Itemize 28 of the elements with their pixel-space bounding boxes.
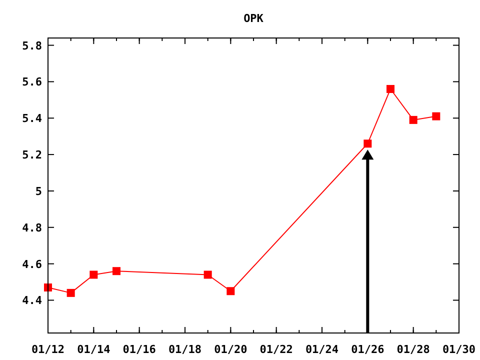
y-tick-label: 5: [35, 184, 42, 198]
point: [90, 270, 98, 279]
x-tick-label: 01/24: [305, 343, 339, 356]
y-tick-label: 4.6: [22, 258, 42, 271]
y-tick-label: 5.2: [22, 148, 42, 162]
x-tick-label: 01/22: [260, 343, 293, 356]
y-tick-label: 5.6: [22, 76, 42, 89]
x-tick-label: 01/18: [168, 343, 202, 356]
y-tick-label: 5.8: [22, 39, 42, 52]
x-tick-label: 01/12: [31, 343, 65, 356]
y-tick-label: 5.4: [22, 112, 42, 126]
y-tick-label: 4.8: [22, 221, 42, 234]
point: [432, 112, 440, 120]
x-tick-label: 01/28: [396, 343, 430, 356]
point: [364, 140, 372, 148]
point: [386, 84, 394, 93]
x-tick-label: 01/26: [351, 343, 385, 356]
chart-title: OPK: [244, 12, 264, 25]
y-tick-label: 4.4: [22, 294, 42, 308]
point: [226, 287, 235, 296]
x-tick-label: 01/14: [77, 343, 111, 356]
point: [112, 267, 120, 276]
point: [409, 116, 418, 124]
x-tick-label: 01/20: [214, 343, 248, 356]
x-tick-label: 01/16: [122, 343, 156, 356]
point: [66, 288, 75, 297]
point: [204, 270, 212, 279]
x-tick-label: 01/30: [442, 343, 476, 356]
